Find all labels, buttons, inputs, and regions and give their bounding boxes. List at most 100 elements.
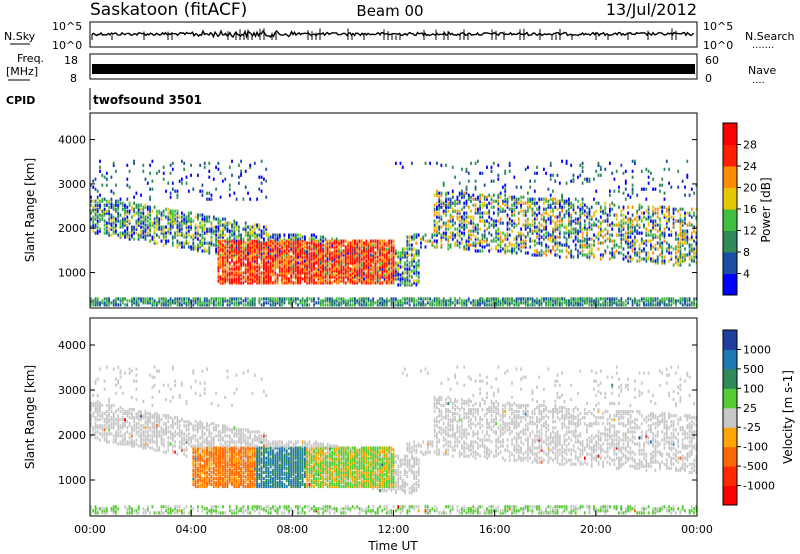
power-cell — [620, 251, 623, 255]
power-cell — [235, 223, 238, 227]
power-cell — [301, 259, 304, 263]
power-cell — [483, 221, 486, 225]
power-cell — [426, 301, 429, 305]
power-cell — [222, 179, 224, 183]
power-cell — [477, 209, 479, 213]
power-cell — [438, 205, 441, 209]
power-cell — [504, 251, 507, 255]
power-cell — [354, 273, 356, 277]
power-cell — [470, 233, 472, 237]
power-cell — [133, 231, 135, 235]
power-cell — [540, 241, 543, 245]
power-cell — [153, 225, 156, 229]
power-cell — [265, 261, 268, 265]
power-cell — [142, 229, 145, 233]
power-cell — [417, 279, 420, 283]
power-cell — [367, 263, 370, 267]
power-cell — [169, 215, 172, 219]
power-cell — [411, 249, 413, 253]
power-cell — [620, 303, 623, 307]
power-cell — [356, 277, 359, 281]
power-cell — [317, 267, 320, 271]
power-cell — [609, 301, 611, 305]
power-cell — [140, 297, 142, 301]
power-cell — [128, 203, 131, 207]
power-cell — [203, 241, 206, 245]
power-cell — [121, 207, 124, 211]
power-cell — [105, 297, 108, 301]
power-cell — [388, 299, 390, 303]
power-cell — [208, 169, 211, 173]
power-cell — [581, 231, 584, 235]
power-cell — [543, 251, 545, 255]
power-cell — [436, 201, 438, 205]
power-cell — [638, 231, 641, 235]
power-cell — [672, 247, 675, 251]
power-cell — [688, 237, 691, 241]
power-cell — [344, 265, 347, 269]
power-cell — [240, 273, 242, 277]
power-cell — [536, 253, 538, 257]
power-cell — [631, 303, 634, 307]
cpid-label: CPID — [6, 94, 35, 107]
power-cell — [515, 297, 518, 301]
power-cell — [176, 229, 179, 233]
power-cell — [319, 243, 322, 247]
power-cell — [203, 237, 206, 241]
power-cell — [253, 247, 256, 251]
power-cell — [278, 297, 281, 301]
power-cell — [247, 301, 249, 305]
power-cell — [253, 251, 256, 255]
power-cell — [233, 249, 236, 253]
power-cell — [288, 257, 290, 261]
power-cell — [574, 247, 577, 251]
power-cell — [465, 199, 468, 203]
power-cell — [281, 247, 283, 251]
power-cell — [442, 203, 445, 207]
power-cell — [319, 271, 322, 275]
power-cell — [372, 301, 375, 305]
power-cell — [670, 215, 673, 219]
power-cell — [233, 253, 236, 257]
power-cell — [417, 253, 420, 257]
power-cell — [192, 237, 195, 241]
power-cell — [249, 233, 252, 237]
power-cell — [319, 273, 322, 277]
power-cell — [351, 277, 354, 281]
power-cell — [547, 299, 550, 303]
power-cell — [190, 221, 192, 225]
power-cell — [351, 269, 354, 273]
power-cell — [574, 221, 577, 225]
power-cell — [215, 243, 217, 247]
power-cell — [563, 301, 566, 305]
power-cell — [324, 247, 327, 251]
power-cell — [554, 227, 557, 231]
power-cell — [319, 255, 322, 259]
power-cell — [638, 251, 641, 255]
power-cell — [206, 241, 208, 245]
power-cell — [376, 265, 379, 269]
power-cell — [615, 213, 618, 217]
power-cell — [465, 223, 468, 227]
power-cell — [324, 271, 327, 275]
power-cell — [228, 263, 231, 267]
power-cell — [340, 243, 343, 247]
power-cell — [319, 267, 322, 271]
power-cell — [151, 297, 154, 301]
power-cell — [288, 255, 290, 259]
power-cell — [397, 267, 400, 271]
power-cell — [511, 197, 513, 201]
power-cell — [187, 229, 190, 233]
power-cell — [556, 227, 559, 231]
power-cell — [668, 219, 670, 223]
power-cell — [217, 297, 220, 301]
power-cell — [351, 273, 354, 277]
power-cell — [224, 223, 227, 227]
power-cell — [242, 239, 245, 243]
power-cell — [235, 197, 238, 201]
power-cell — [499, 237, 502, 241]
power-cell — [347, 251, 349, 255]
power-cell — [242, 263, 245, 267]
power-cell — [217, 167, 220, 171]
power-cell — [624, 303, 627, 307]
